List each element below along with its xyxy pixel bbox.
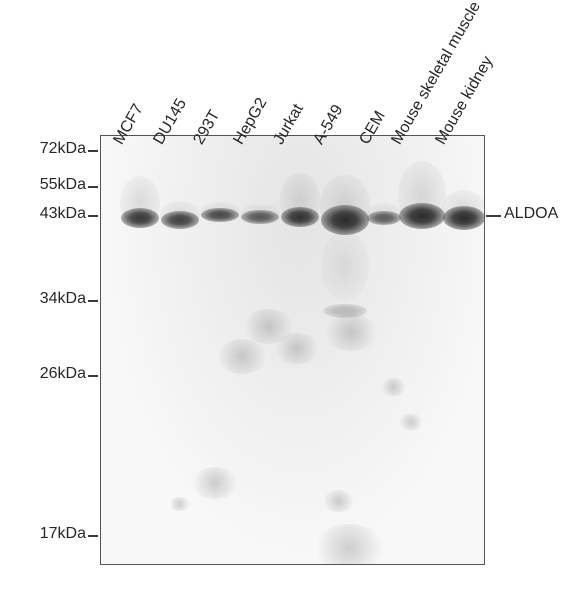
ladder-label: 34kDa — [40, 290, 86, 308]
membrane-noise — [192, 467, 238, 499]
membrane-noise — [244, 309, 293, 344]
blot-band — [121, 208, 159, 228]
blot-band — [241, 210, 279, 224]
membrane-noise — [315, 524, 384, 565]
ladder-label: 72kDa — [40, 140, 86, 158]
ladder-label: 43kDa — [40, 205, 86, 223]
ladder-tick — [88, 186, 98, 188]
membrane-noise — [381, 378, 406, 395]
ladder-label: 55kDa — [40, 176, 86, 194]
band-smear — [321, 231, 369, 301]
ladder-tick — [88, 535, 98, 537]
blot-band — [367, 211, 401, 225]
membrane-noise — [325, 314, 377, 351]
membrane-noise — [217, 339, 268, 374]
membrane-noise — [323, 490, 354, 512]
ladder-tick — [88, 300, 98, 302]
blot-band — [281, 207, 319, 227]
blot-band-faint — [323, 304, 367, 318]
ladder-label: 17kDa — [40, 525, 86, 543]
ladder-tick — [88, 375, 98, 377]
ladder-label: 26kDa — [40, 365, 86, 383]
ladder-tick — [88, 150, 98, 152]
membrane-noise — [169, 497, 190, 512]
blot-band — [161, 211, 199, 229]
blot-band — [399, 203, 445, 229]
blot-band — [321, 205, 369, 235]
blot-band — [443, 206, 485, 230]
blot-band — [201, 208, 239, 222]
ladder-tick — [88, 215, 98, 217]
target-tick — [486, 215, 501, 217]
target-label: ALDOA — [504, 205, 558, 223]
blot-membrane — [100, 135, 485, 565]
membrane-noise — [399, 414, 423, 430]
